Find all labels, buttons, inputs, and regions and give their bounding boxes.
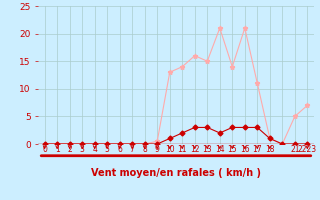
X-axis label: Vent moyen/en rafales ( km/h ): Vent moyen/en rafales ( km/h ) bbox=[91, 168, 261, 178]
